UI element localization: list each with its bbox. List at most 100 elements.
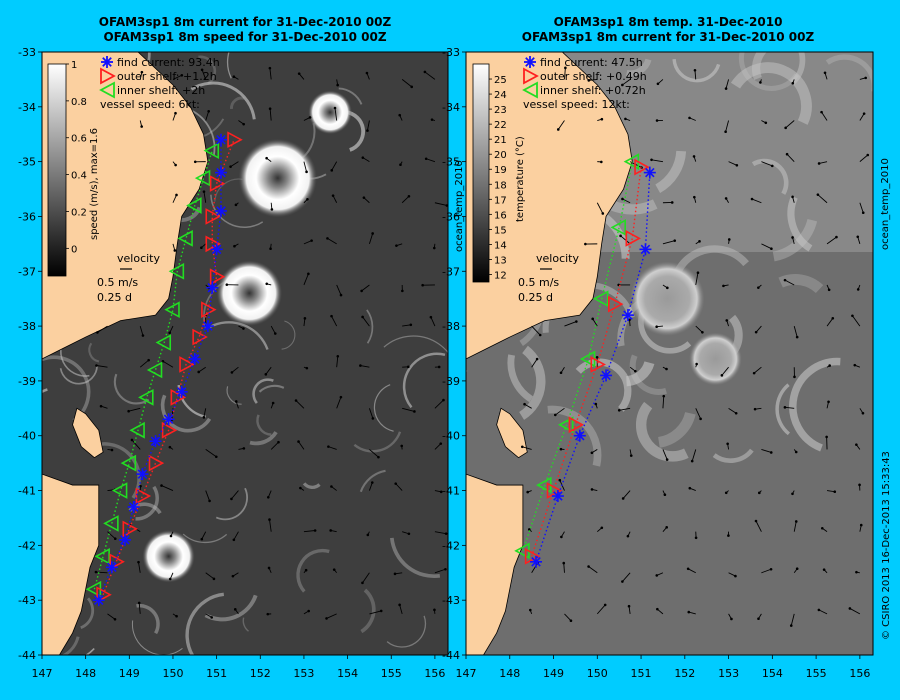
velocity-arrow-head (634, 369, 637, 373)
current-streak (258, 384, 285, 393)
velocity-arrow (362, 316, 370, 327)
velocity-arrow-head (371, 232, 374, 235)
colorbar-tick-label: 0.6 (71, 134, 87, 145)
velocity-arrow-head (759, 81, 762, 84)
velocity-arrow (269, 519, 272, 532)
current-streak (88, 342, 100, 363)
latitude-tick-label: -44 (442, 649, 460, 662)
velocity-arrow-head (307, 609, 310, 613)
velocity-arrow-head (754, 519, 758, 523)
velocity-arrow (336, 284, 342, 296)
velocity-arrow (761, 243, 772, 250)
velocity-arrow (138, 602, 141, 614)
find-current-marker (105, 561, 118, 574)
velocity-arrow (424, 71, 436, 80)
velocity-arrow-head (310, 239, 313, 242)
velocity-arrow (852, 315, 861, 327)
velocity-arrow-head (848, 607, 852, 610)
longitude-tick-label: 148 (75, 667, 96, 680)
velocity-arrow-head (556, 128, 560, 131)
velocity-arrow-head (444, 532, 448, 535)
temperature-filament (507, 354, 534, 403)
velocity-arrow-head (113, 537, 117, 541)
velocity-arrow (162, 360, 174, 368)
velocity-arrow-head (769, 567, 773, 571)
outer-shelf-marker (205, 235, 221, 253)
velocity-arrow-head (99, 404, 103, 408)
outer-track-line (530, 167, 642, 557)
velocity-arrow-head (200, 537, 204, 541)
velocity-arrow-head (140, 70, 144, 74)
velocity-arrow (430, 317, 436, 327)
inner-shelf-marker (592, 290, 609, 308)
velocity-arrow-head (429, 315, 433, 319)
velocity-arrow-head (603, 603, 607, 607)
velocity-arrow-head (393, 572, 397, 576)
velocity-arrow-head (665, 458, 669, 461)
latitude-tick-label: -35 (18, 156, 36, 169)
find-current-marker (639, 243, 652, 256)
velocity-arrow-head (734, 411, 738, 415)
velocity-arrow-head (655, 119, 659, 122)
velocity-arrow-head (666, 286, 669, 290)
velocity-arrow-head (791, 236, 794, 239)
velocity-arrow (695, 325, 703, 333)
current-streak (256, 414, 272, 436)
velocity-arrow-head (627, 604, 631, 608)
colorbar-tick-label: 13 (494, 255, 507, 266)
velocity-arrow-head (693, 68, 697, 72)
inner-shelf-marker (103, 515, 119, 532)
velocity-arrow (231, 490, 239, 500)
find-current-marker (621, 309, 634, 322)
velocity-arrow-head (795, 567, 799, 571)
velocity-arrow (728, 161, 738, 166)
legend-entry-label: vessel speed: 6kt: (100, 98, 200, 111)
current-streak (60, 636, 80, 655)
velocity-arrow-head (277, 440, 280, 444)
latitude-tick-label: -35 (442, 156, 460, 169)
current-streak (360, 588, 376, 634)
latitude-tick-label: -42 (442, 539, 460, 552)
island (72, 407, 104, 459)
velocity-arrow-head (242, 447, 246, 450)
velocity-arrow-head (827, 288, 831, 292)
velocity-arrow-head (139, 484, 142, 488)
colorbar-tick-label: 0.8 (71, 97, 87, 108)
velocity-arrow-head (523, 402, 526, 406)
velocity-arrow-head (753, 407, 757, 411)
legend-triangle-left-icon (522, 81, 538, 99)
temperature-filament (626, 58, 652, 77)
velocity-arrow-head (665, 367, 668, 371)
current-streak (359, 469, 386, 493)
current-streak (210, 194, 264, 229)
longitude-tick-label: 147 (456, 667, 477, 680)
left-velocity-key-speed: 0.5 m/s (97, 276, 138, 289)
eddy (308, 90, 352, 135)
velocity-arrow (524, 403, 532, 409)
eddy (238, 138, 318, 218)
velocity-arrow-head (724, 87, 728, 90)
velocity-arrow (269, 68, 272, 80)
latitude-tick-label: -39 (18, 375, 36, 388)
colorbar-tick-label: 22 (494, 120, 507, 131)
velocity-arrow-head (305, 366, 309, 370)
temperature-filament (751, 158, 789, 195)
inner-shelf-marker (129, 421, 145, 439)
outer-shelf-marker (201, 301, 217, 318)
current-streak (131, 620, 183, 655)
latitude-tick-label: -39 (442, 375, 460, 388)
velocity-arrow-head (271, 401, 275, 405)
velocity-arrow-head (265, 282, 269, 286)
right-colorbar-left-label: ocean_temp_2010 (454, 160, 465, 252)
velocity-arrow-head (526, 490, 530, 494)
velocity-arrow (793, 325, 798, 338)
inner-shelf-marker (111, 482, 128, 499)
velocity-arrow (270, 441, 279, 450)
right-velocity-key-title: velocity (536, 252, 579, 265)
right-eddies (630, 261, 742, 386)
current-streak (386, 615, 427, 648)
outer-shelf-marker (135, 487, 152, 505)
current-streak (383, 335, 448, 354)
velocity-arrow-head (267, 566, 271, 570)
velocity-arrow-head (828, 364, 831, 367)
